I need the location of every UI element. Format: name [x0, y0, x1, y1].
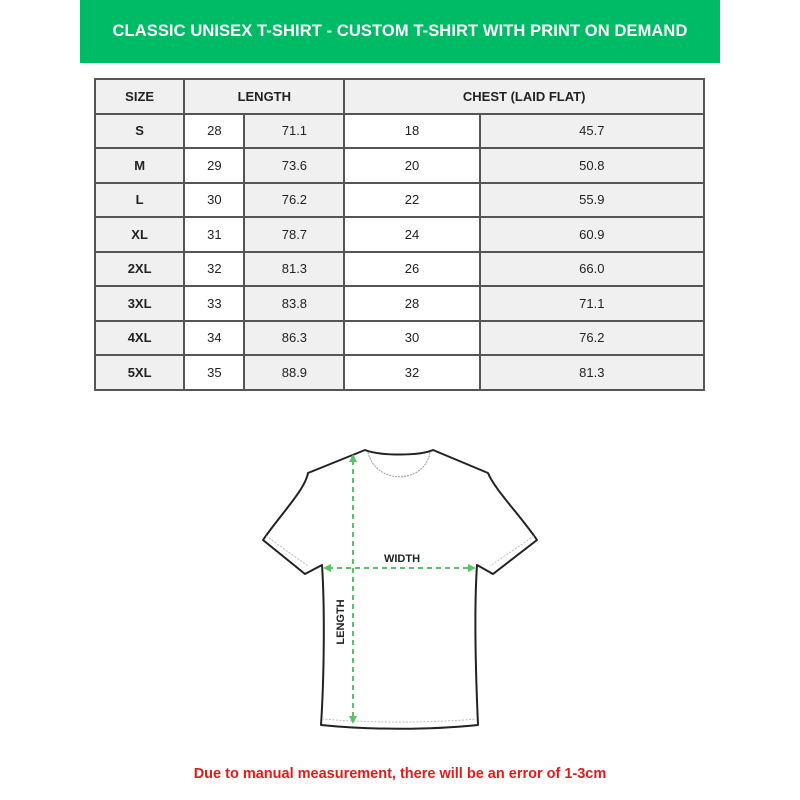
cell-length-cm: 71.1	[243, 112, 346, 149]
width-label: WIDTH	[384, 553, 420, 565]
cell-length-in: 35	[183, 354, 246, 391]
table-row: 4XL 34 86.3 30 76.2	[93, 319, 706, 356]
cell-chest-cm: 81.3	[478, 354, 706, 391]
cell-length-cm: 86.3	[243, 319, 346, 356]
cell-size: 2XL	[93, 250, 186, 287]
header-chest: CHEST (LAID FLAT)	[343, 78, 705, 115]
cell-chest-cm: 50.8	[478, 147, 706, 184]
cell-chest-cm: 45.7	[478, 112, 706, 149]
cell-size: XL	[93, 216, 186, 253]
measurement-note: Due to manual measurement, there will be…	[193, 766, 607, 782]
table-row: 2XL 32 81.3 26 66.0	[93, 250, 706, 287]
cell-chest-in: 22	[343, 181, 481, 218]
cell-chest-cm: 66.0	[478, 250, 706, 287]
table-row: XL 31 78.7 24 60.9	[93, 216, 706, 253]
cell-length-cm: 73.6	[243, 147, 346, 184]
header-size: SIZE	[93, 78, 186, 115]
cell-size: 5XL	[93, 354, 186, 391]
length-label: LENGTH	[335, 599, 347, 644]
cell-length-cm: 88.9	[243, 354, 346, 391]
cell-length-in: 30	[183, 181, 246, 218]
table-row: 5XL 35 88.9 32 81.3	[93, 354, 706, 391]
size-table: SIZE LENGTH CHEST (LAID FLAT) S 28 71.1 18 4…	[93, 78, 706, 391]
arrow-head-bottom	[349, 716, 357, 724]
cell-chest-in: 26	[343, 250, 481, 287]
cell-chest-cm: 71.1	[478, 285, 706, 322]
cell-length-cm: 76.2	[243, 181, 346, 218]
cell-length-cm: 83.8	[243, 285, 346, 322]
table-row: S 28 71.1 18 45.7	[93, 112, 706, 149]
cell-size: M	[93, 147, 186, 184]
cell-chest-in: 30	[343, 319, 481, 356]
cell-length-cm: 81.3	[243, 250, 346, 287]
cell-size: 4XL	[93, 319, 186, 356]
cell-length-in: 34	[183, 319, 246, 356]
cell-size: 3XL	[93, 285, 186, 322]
cell-size: S	[93, 112, 186, 149]
table-header-row: SIZE LENGTH CHEST (LAID FLAT)	[93, 78, 705, 115]
cell-length-in: 28	[183, 112, 246, 149]
length-arrow	[328, 460, 470, 718]
arrow-head-left	[323, 564, 331, 572]
cell-length-in: 33	[183, 285, 246, 322]
table-row: L 30 76.2 22 55.9	[93, 181, 706, 218]
cell-size: L	[93, 181, 186, 218]
cell-chest-in: 24	[343, 216, 481, 253]
page-title: CLASSIC UNISEX T-SHIRT - CUSTOM T-SHIRT …	[80, 0, 720, 63]
cell-chest-cm: 55.9	[478, 181, 706, 218]
cell-length-in: 32	[183, 250, 246, 287]
tshirt-outline	[262, 449, 538, 730]
cell-chest-in: 32	[343, 354, 481, 391]
cell-chest-cm: 60.9	[478, 216, 706, 253]
cell-chest-cm: 76.2	[478, 319, 706, 356]
arrow-head-right	[468, 564, 476, 572]
table-row: 3XL 33 83.8 28 71.1	[93, 285, 706, 322]
arrow-head-top	[349, 454, 357, 462]
header-length: LENGTH	[183, 78, 346, 115]
cell-length-in: 29	[183, 147, 246, 184]
table-row: M 29 73.6 20 50.8	[93, 147, 706, 184]
cell-length-in: 31	[183, 216, 246, 253]
cell-chest-in: 28	[343, 285, 481, 322]
cell-chest-in: 18	[343, 112, 481, 149]
cell-length-cm: 78.7	[243, 216, 346, 253]
cell-chest-in: 20	[343, 147, 481, 184]
